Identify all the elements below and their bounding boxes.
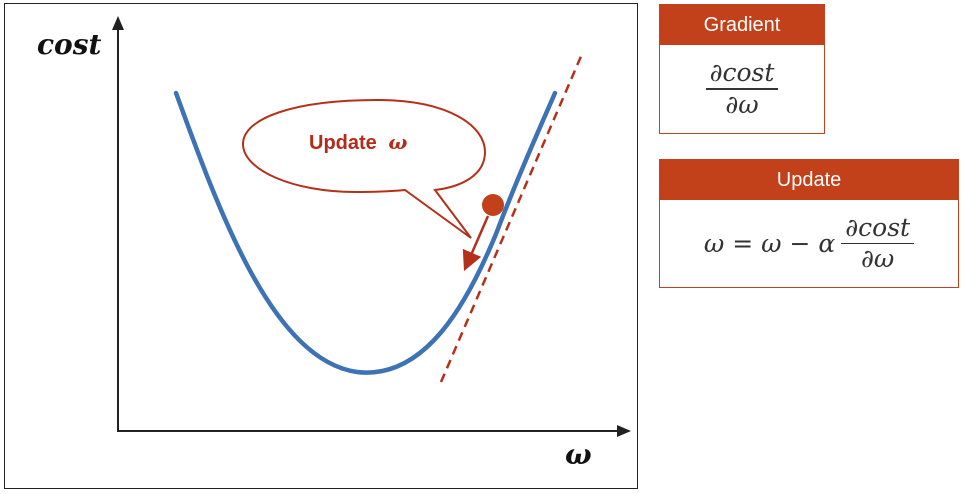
y-axis-label: cost: [37, 28, 101, 61]
update-formula: ω = ω − α ∂cost ∂ω: [660, 200, 958, 287]
update-fraction: ∂cost ∂ω: [841, 212, 915, 275]
current-point: [482, 194, 504, 216]
diagram-panel: cost ω Update ω: [4, 3, 638, 489]
gradient-fraction: ∂cost ∂ω: [705, 58, 779, 120]
update-denominator: ∂ω: [861, 244, 895, 274]
gradient-box: Gradient ∂cost ∂ω: [659, 4, 825, 134]
gradient-numerator: ∂cost: [709, 58, 775, 88]
fraction-bar: [841, 242, 915, 245]
gradient-formula: ∂cost ∂ω: [660, 45, 824, 133]
step-arrow: [462, 215, 490, 272]
callout-text: Update: [309, 132, 377, 154]
callout-symbol: ω: [388, 130, 407, 154]
cost-curve: [173, 90, 558, 375]
gradient-denominator: ∂ω: [725, 89, 759, 119]
fraction-bar: [705, 88, 779, 90]
update-numerator: ∂cost: [845, 212, 911, 242]
callout-bubble: [241, 98, 487, 239]
callout-label: Update ω: [309, 130, 407, 154]
update-box: Update ω = ω − α ∂cost ∂ω: [659, 159, 959, 288]
update-box-header: Update: [660, 160, 958, 200]
x-axis-arrow: [617, 425, 631, 437]
tangent-line: [439, 53, 584, 383]
gradient-box-header: Gradient: [660, 5, 824, 45]
gradient-descent-diagram: cost ω Update ω: [37, 16, 631, 471]
update-lhs: ω = ω − α: [703, 229, 836, 258]
x-axis-label: ω: [565, 438, 592, 471]
y-axis-arrow: [112, 16, 124, 30]
